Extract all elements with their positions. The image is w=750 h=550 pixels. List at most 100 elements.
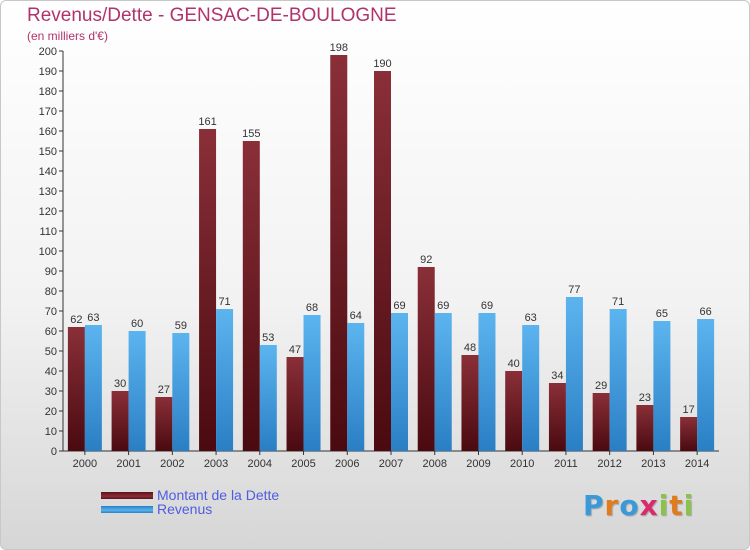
- x-tick-label: 2000: [73, 458, 97, 470]
- bar-revenue: [478, 313, 496, 451]
- data-label-revenue: 69: [393, 300, 405, 312]
- bar-debt: [548, 383, 566, 451]
- bar-debt: [242, 141, 260, 451]
- bar-debt: [636, 405, 654, 451]
- data-label-debt: 47: [289, 344, 301, 356]
- data-label-debt: 23: [639, 392, 651, 404]
- y-tick-label: 120: [39, 206, 57, 218]
- y-tick-label: 180: [39, 86, 57, 98]
- x-tick-label: 2009: [466, 458, 490, 470]
- bar-revenue: [84, 325, 102, 451]
- data-label-revenue: 63: [87, 312, 99, 324]
- data-label-revenue: 66: [700, 306, 712, 318]
- y-tick-label: 100: [39, 246, 57, 258]
- bar-debt: [111, 391, 129, 451]
- x-tick-label: 2002: [160, 458, 184, 470]
- bar-revenue: [172, 333, 190, 451]
- bar-debt: [680, 417, 698, 451]
- y-tick-label: 150: [39, 146, 57, 158]
- y-tick-label: 70: [45, 306, 57, 318]
- data-label-debt: 161: [198, 116, 216, 128]
- data-label-debt: 17: [683, 404, 695, 416]
- y-tick-label: 190: [39, 66, 57, 78]
- data-label-debt: 34: [551, 370, 563, 382]
- x-tick-label: 2010: [510, 458, 534, 470]
- bar-revenue: [565, 297, 583, 451]
- data-label-revenue: 71: [612, 296, 624, 308]
- y-tick-label: 90: [45, 266, 57, 278]
- legend-label-debt: Montant de la Dette: [157, 487, 280, 503]
- data-label-debt: 48: [464, 342, 476, 354]
- data-label-revenue: 59: [175, 320, 187, 332]
- bar-debt: [505, 371, 523, 451]
- y-tick-label: 30: [45, 386, 57, 398]
- logo-letter: P: [583, 489, 605, 522]
- bar-debt: [286, 357, 304, 451]
- y-tick-label: 60: [45, 326, 57, 338]
- bar-debt: [374, 71, 391, 451]
- y-tick-label: 110: [39, 226, 57, 238]
- data-label-debt: 190: [373, 58, 391, 70]
- data-label-debt: 40: [508, 358, 520, 370]
- y-tick-label: 50: [45, 346, 57, 358]
- x-tick-label: 2005: [291, 458, 315, 470]
- logo-letter: o: [619, 489, 640, 522]
- y-tick-label: 170: [39, 106, 57, 118]
- bar-debt: [199, 129, 217, 451]
- logo-letter: x: [639, 489, 659, 522]
- y-tick-label: 160: [39, 126, 57, 138]
- bar-revenue: [522, 325, 540, 451]
- x-tick-label: 2011: [554, 458, 578, 470]
- bar-debt: [330, 55, 348, 451]
- data-label-revenue: 69: [437, 300, 449, 312]
- legend-label-revenue: Revenus: [157, 501, 213, 517]
- bar-revenue: [259, 345, 277, 451]
- bar-debt: [592, 393, 610, 451]
- y-tick-label: 130: [39, 186, 57, 198]
- legend-swatch-debt: [101, 492, 153, 499]
- data-label-debt: 198: [330, 42, 348, 54]
- data-label-revenue: 53: [262, 332, 274, 344]
- x-tick-label: 2004: [248, 458, 272, 470]
- x-tick-label: 2014: [685, 458, 709, 470]
- data-label-debt: 155: [242, 128, 260, 140]
- x-tick-label: 2007: [379, 458, 403, 470]
- y-tick-label: 20: [45, 406, 57, 418]
- bar-revenue: [653, 321, 671, 451]
- logo-letter: t: [669, 489, 684, 522]
- y-tick-label: 0: [51, 446, 57, 458]
- y-tick-label: 40: [45, 366, 57, 378]
- bar-revenue: [128, 331, 146, 451]
- logo-letter: i: [683, 489, 695, 522]
- bar-revenue: [434, 313, 452, 451]
- bar-debt: [417, 267, 435, 451]
- x-tick-label: 2003: [204, 458, 228, 470]
- y-tick-label: 200: [39, 46, 57, 58]
- bar-revenue: [303, 315, 321, 451]
- data-label-debt: 92: [420, 254, 432, 266]
- data-label-revenue: 71: [218, 296, 230, 308]
- chart-title: Revenus/Dette - GENSAC-DE-BOULOGNE: [27, 5, 397, 26]
- x-tick-label: 2013: [641, 458, 665, 470]
- legend-swatch-revenue: [101, 506, 153, 513]
- data-label-debt: 27: [158, 384, 170, 396]
- x-tick-label: 2006: [335, 458, 359, 470]
- y-tick-label: 10: [45, 426, 57, 438]
- data-label-revenue: 60: [131, 318, 143, 330]
- y-tick-label: 80: [45, 286, 57, 298]
- x-tick-label: 2012: [597, 458, 621, 470]
- bar-debt: [155, 397, 173, 451]
- data-label-revenue: 63: [525, 312, 537, 324]
- data-label-revenue: 69: [481, 300, 493, 312]
- proxiti-logo: Proxiti: [583, 489, 694, 522]
- bar-revenue: [391, 313, 408, 451]
- logo-letter: r: [604, 489, 620, 522]
- x-tick-label: 2001: [116, 458, 140, 470]
- data-label-debt: 29: [595, 380, 607, 392]
- data-label-revenue: 65: [656, 308, 668, 320]
- data-label-revenue: 64: [350, 310, 362, 322]
- data-label-debt: 62: [70, 314, 82, 326]
- data-label-revenue: 77: [568, 284, 580, 296]
